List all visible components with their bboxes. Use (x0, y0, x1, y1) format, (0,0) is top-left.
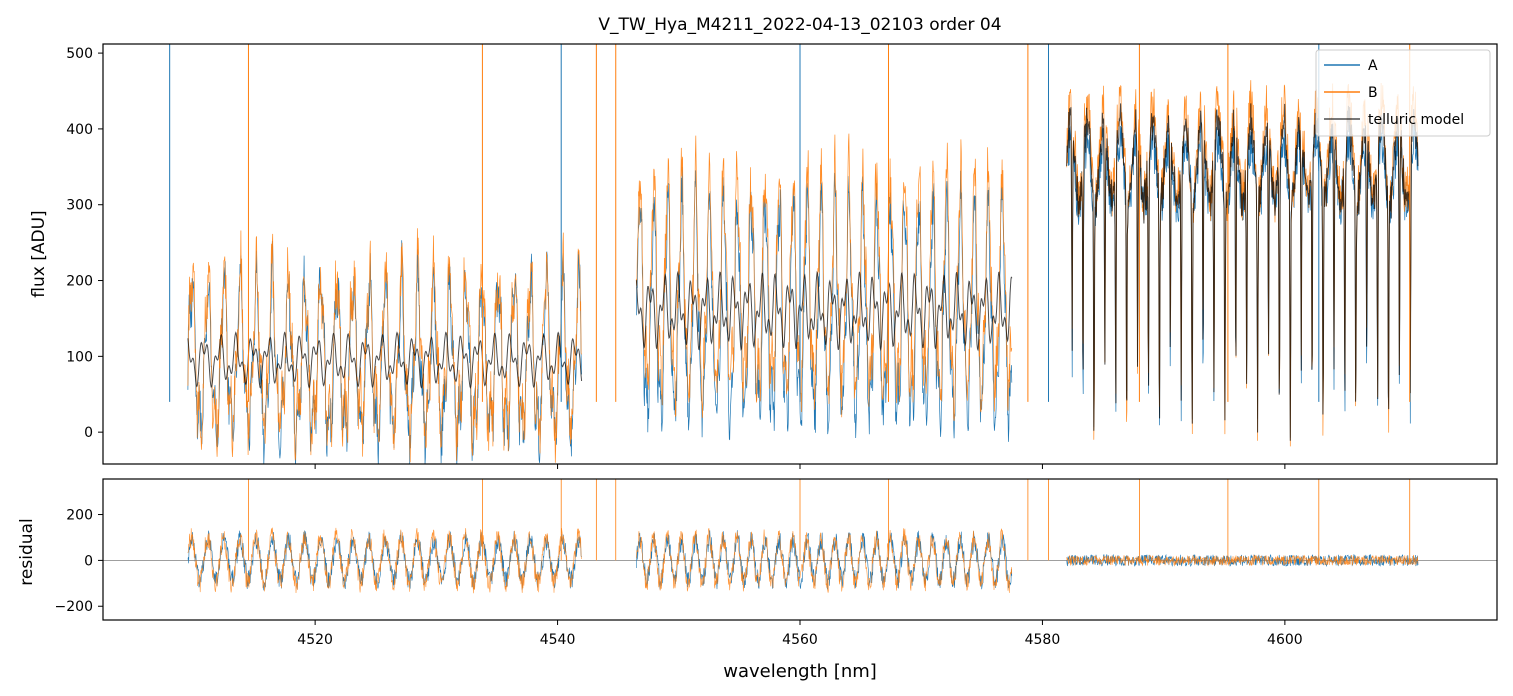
flux-y-label: flux [ADU] (29, 210, 49, 297)
series-a-line (636, 167, 1013, 442)
flux-x-ticks (314, 464, 1286, 469)
flux-y-tick-label: 0 (84, 425, 93, 441)
flux-y-tick-label: 400 (66, 122, 93, 138)
residual-x-tick-label: 4560 (782, 632, 818, 648)
residual-a-line (1066, 553, 1419, 568)
legend-label-b: B (1368, 85, 1378, 101)
legend: A B telluric model (1315, 49, 1491, 137)
residual-b-line (636, 528, 1013, 593)
telluric-model-line (187, 331, 583, 389)
residual-plot-area (103, 479, 1497, 594)
residual-y-ticks: −200 0 200 (55, 508, 103, 615)
residual-b-line (187, 527, 582, 594)
residual-y-tick-label: 200 (66, 508, 93, 524)
series-b-line (187, 228, 582, 463)
telluric-model-line (635, 270, 1013, 352)
flux-y-tick-label: 200 (66, 274, 93, 290)
residual-x-ticks: 4520 4540 4560 4580 4600 (297, 620, 1303, 648)
legend-label-a: A (1368, 58, 1378, 74)
residual-y-tick-label: −200 (55, 599, 93, 615)
residual-y-label: residual (17, 518, 37, 585)
residual-y-tick-label: 0 (84, 553, 93, 569)
flux-y-tick-label: 300 (66, 198, 93, 214)
residual-panel: −200 0 200 4520 4540 4560 4580 4600 residual w… (17, 478, 1498, 682)
residual-x-tick-label: 4540 (540, 632, 576, 648)
flux-y-tick-label: 500 (66, 46, 93, 62)
residual-x-tick-label: 4600 (1267, 632, 1303, 648)
legend-label-model: telluric model (1368, 112, 1464, 128)
series-a-line (1066, 122, 1419, 438)
residual-x-tick-label: 4520 (297, 632, 333, 648)
chart-title: V_TW_Hya_M4211_2022-04-13_02103 order 04 (598, 15, 1001, 35)
flux-plot-area (169, 44, 1419, 464)
flux-panel: 0 100 200 300 400 500 flux [ADU] A B telluric… (29, 43, 1498, 469)
flux-y-ticks: 0 100 200 300 400 500 (66, 46, 103, 441)
x-axis-label: wavelength [nm] (723, 661, 877, 682)
residual-x-tick-label: 4580 (1025, 632, 1061, 648)
telluric-model-line (1066, 103, 1419, 441)
flux-y-tick-label: 100 (66, 349, 93, 365)
legend-box (1315, 49, 1491, 137)
residual-b-line (1066, 554, 1419, 567)
